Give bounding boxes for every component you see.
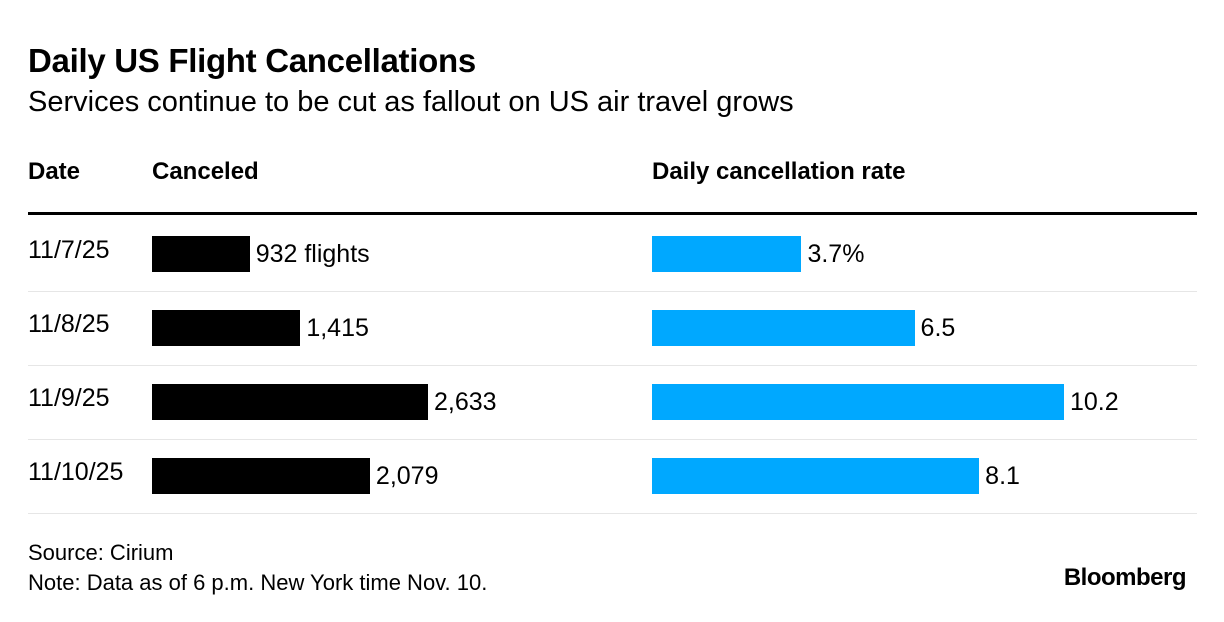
canceled-bar (152, 384, 428, 420)
source-note: Source: Cirium (28, 540, 174, 565)
column-header-canceled: Canceled (152, 158, 259, 185)
date-label: 11/10/25 (28, 458, 124, 486)
date-label: 11/8/25 (28, 310, 110, 338)
column-header-rate: Daily cancellation rate (652, 158, 906, 185)
chart-subtitle: Services continue to be cut as fallout o… (28, 86, 794, 118)
rate-bar (652, 458, 980, 494)
rate-value-label: 10.2 (1070, 388, 1119, 416)
bloomberg-logo: Bloomberg (1063, 564, 1187, 591)
canceled-value-label: 2,633 (434, 388, 497, 416)
row-divider (28, 365, 1197, 366)
rate-value-label: 6.5 (920, 314, 956, 342)
data-note: Note: Data as of 6 p.m. New York time No… (28, 570, 488, 595)
rate-bar (652, 236, 802, 272)
canceled-value-label: 1,415 (306, 314, 369, 342)
rate-value-label: 8.1 (985, 462, 1020, 490)
rate-value-label: 3.7% (807, 240, 865, 268)
row-divider (28, 439, 1197, 440)
header-divider (28, 212, 1197, 215)
date-label: 11/9/25 (28, 384, 110, 412)
rate-bar (652, 310, 915, 346)
canceled-value-label: 2,079 (375, 462, 439, 490)
chart-title: Daily US Flight Cancellations (28, 42, 476, 79)
canceled-bar (152, 236, 250, 272)
canceled-bar (152, 310, 301, 346)
rate-bar (652, 384, 1064, 420)
canceled-value-label: 932 flights (255, 240, 370, 268)
column-header-date: Date (28, 158, 81, 185)
date-label: 11/7/25 (28, 236, 110, 264)
row-divider (28, 291, 1197, 292)
canceled-bar (152, 458, 370, 494)
row-divider (28, 513, 1197, 514)
